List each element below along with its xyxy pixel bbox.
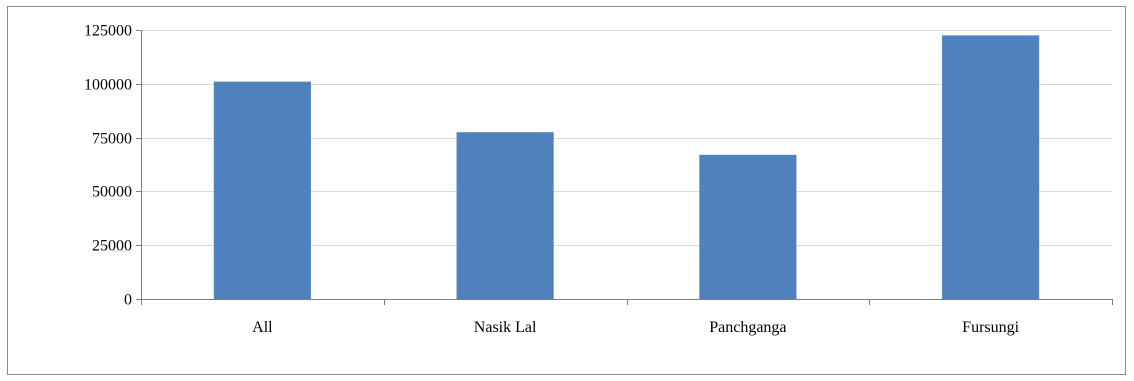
bar-all (213, 81, 311, 299)
y-tick-label: 25000 (92, 238, 132, 255)
y-tick-label: 50000 (92, 184, 132, 201)
x-tick-label: Fursungi (962, 319, 1019, 336)
x-tick-label: All (252, 319, 273, 336)
y-tick-label: 125000 (84, 23, 132, 40)
x-tick-label: Nasik Lal (474, 319, 537, 336)
bar-fursungi (942, 35, 1040, 299)
tick-labels: 0 25000 50000 75000 100000 125000 All Nasik Lal… (84, 23, 1020, 337)
y-tick-label: 0 (124, 292, 132, 309)
bar-nasik-lal (456, 132, 554, 299)
y-tick-label: 75000 (92, 131, 132, 148)
bars (213, 35, 1040, 299)
chart-frame (7, 6, 1126, 375)
y-tick-label: 100000 (84, 77, 132, 94)
x-tick-label: Panchganga (709, 319, 786, 336)
bar-panchganga (699, 154, 797, 299)
axes (136, 30, 1113, 305)
